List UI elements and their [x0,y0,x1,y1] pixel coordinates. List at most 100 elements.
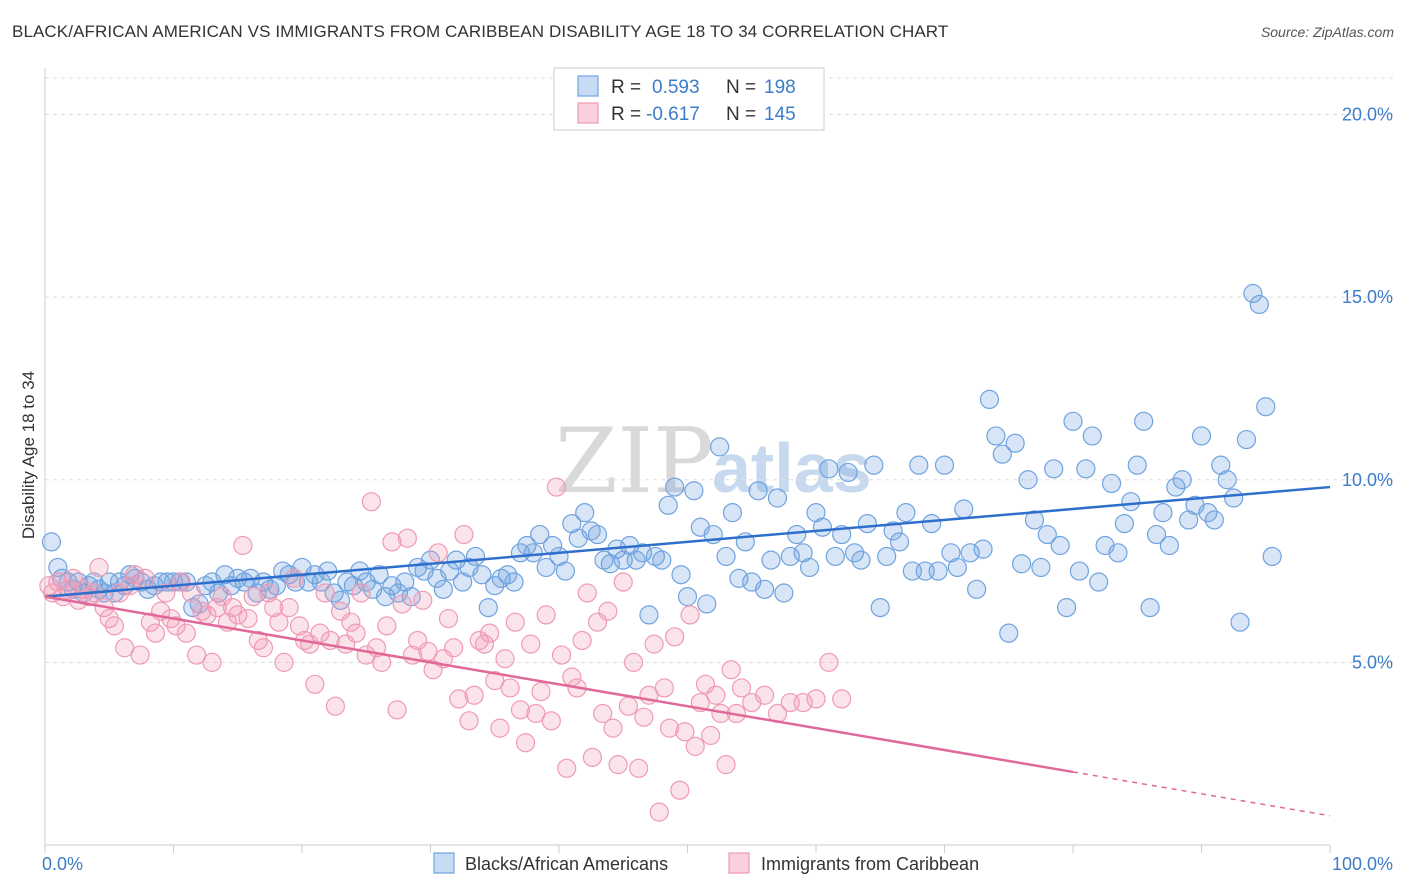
point-blacks [819,459,839,479]
point-caribbean [510,700,531,720]
point-blacks [1140,597,1160,618]
point-blacks [812,517,833,537]
point-caribbean [526,703,546,724]
point-blacks [954,499,974,519]
point-caribbean [438,608,459,629]
point-blacks [504,572,524,592]
point-caribbean [233,535,253,556]
point-blacks [780,546,800,567]
point-caribbean [500,678,520,698]
legend-n-label-1: N = [726,77,756,98]
point-blacks [774,583,794,603]
point-blacks [594,550,614,570]
point-blacks [1024,510,1045,530]
point-blacks [530,524,550,545]
point-blacks [729,568,749,588]
point-caribbean [135,568,155,588]
point-blacks [761,550,781,570]
point-caribbean [706,685,726,705]
point-blacks [838,462,858,483]
bottom-legend: Blacks/African Americans Immigrants from… [433,852,979,874]
point-caribbean [377,616,397,636]
point-caribbean [202,652,222,672]
point-caribbean [480,623,500,643]
point-blacks [1217,470,1237,490]
point-caribbean [264,597,284,618]
point-caribbean [832,689,852,709]
point-caribbean [649,802,669,822]
bottom-legend-swatch-blue [433,852,455,874]
point-caribbean [608,755,628,775]
point-blacks [491,568,511,588]
point-blacks [369,565,389,585]
point-caribbean [341,612,361,632]
chart-title: BLACK/AFRICAN AMERICAN VS IMMIGRANTS FRO… [12,22,949,41]
point-blacks [889,532,910,552]
axes: 5.0% 10.0% 15.0% 20.0% 0.0% 100.0% [42,68,1393,874]
point-blacks [934,455,955,475]
point-blacks [697,594,717,614]
point-caribbean [515,733,536,753]
point-blacks [1121,492,1141,512]
point-blacks [986,426,1006,446]
point-caribbean [181,583,202,603]
point-caribbean [469,630,489,651]
point-blacks [1204,510,1224,530]
point-blacks [478,597,498,618]
point-caribbean [582,747,603,767]
point-caribbean [731,678,752,698]
point-caribbean [716,755,736,775]
point-blacks [1114,513,1135,534]
point-caribbean [541,711,561,731]
point-blacks [748,481,768,501]
point-blacks [587,524,608,545]
point-blacks [382,576,402,596]
point-blacks [710,437,730,457]
legend-n-value-1: 198 [764,77,796,98]
point-blacks [632,543,653,563]
trend-line-caribbean-extension [1072,771,1331,817]
point-blacks [1166,477,1186,497]
series-caribbean-points [39,477,852,822]
legend-swatch-pink [577,102,599,124]
point-blacks [485,576,505,596]
point-blacks [234,572,254,592]
point-blacks [523,543,543,563]
point-blacks [465,546,486,567]
point-blacks [1063,411,1083,431]
point-blacks [189,594,209,614]
point-blacks [677,587,698,607]
point-caribbean [593,703,613,724]
point-blacks [581,521,601,541]
point-blacks [1056,597,1077,618]
y-tick-label: 5.0% [1352,652,1393,672]
point-caribbean [382,532,402,552]
point-blacks [472,565,492,585]
point-blacks [645,546,665,567]
point-blacks [928,561,948,581]
bottom-legend-label-pink: Immigrants from Caribbean [761,854,979,874]
point-blacks [864,455,884,475]
point-caribbean [387,700,407,720]
point-blacks [922,513,942,534]
point-caribbean [274,652,294,672]
y-axis-label: Disability Age 18 to 34 [19,371,38,539]
point-blacks [1256,397,1276,417]
point-caribbean [505,612,525,632]
point-caribbean [754,685,775,705]
point-caribbean [459,711,479,731]
point-blacks [799,557,820,578]
point-caribbean [685,736,705,756]
point-blacks [1153,503,1173,523]
point-blacks [1249,294,1269,315]
point-caribbean [623,652,644,672]
point-blacks [1134,411,1154,431]
point-caribbean [130,645,150,665]
point-caribbean [428,543,448,563]
point-blacks [960,543,980,563]
point-caribbean [48,572,68,592]
point-blacks [433,579,453,599]
point-blacks [1230,612,1250,632]
point-caribbean [485,671,505,691]
point-caribbean [418,641,438,662]
